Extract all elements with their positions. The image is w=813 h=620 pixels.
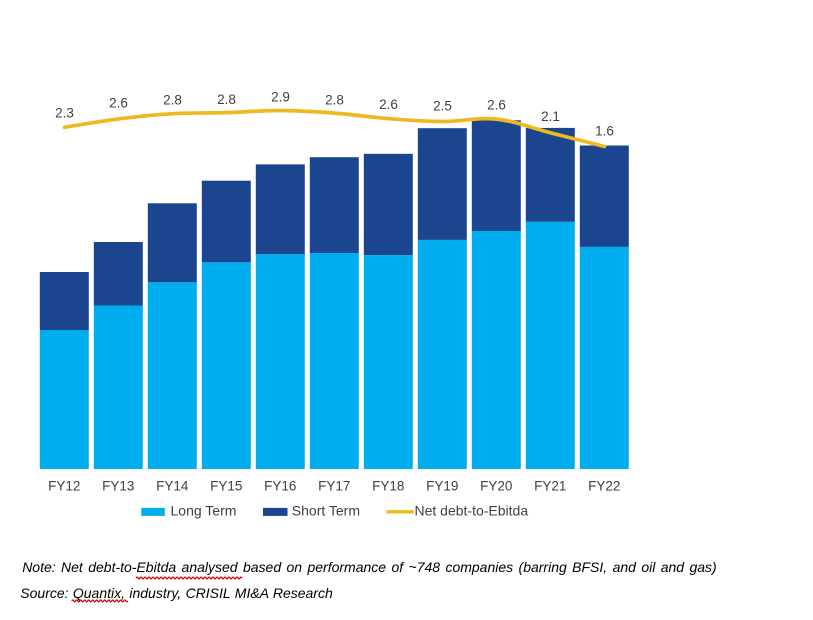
svg-text:2.8: 2.8 <box>163 93 182 108</box>
svg-text:FY12: FY12 <box>48 479 80 494</box>
svg-text:FY15: FY15 <box>210 479 242 494</box>
svg-text:Net debt-to-Ebitda: Net debt-to-Ebitda <box>415 503 529 519</box>
svg-text:2.6: 2.6 <box>379 97 398 112</box>
svg-text:2.9: 2.9 <box>271 90 290 105</box>
svg-text:1.6: 1.6 <box>595 124 614 139</box>
svg-text:FY17: FY17 <box>318 479 350 494</box>
svg-text:2.8: 2.8 <box>217 92 236 107</box>
svg-text:FY19: FY19 <box>426 479 458 494</box>
svg-text:FY18: FY18 <box>372 479 404 494</box>
svg-text:2.6: 2.6 <box>487 97 506 112</box>
svg-text:FY20: FY20 <box>480 479 512 494</box>
svg-text:Note: Net debt-to-Ebitda analy: Note: Net debt-to-Ebitda analysed based … <box>22 559 717 575</box>
svg-text:FY16: FY16 <box>264 479 296 494</box>
svg-text:FY14: FY14 <box>156 479 189 494</box>
svg-text:Source: Quantix, industry, CRI: Source: Quantix, industry, CRISIL MI&A R… <box>20 585 333 601</box>
svg-text:FY13: FY13 <box>102 479 134 494</box>
svg-text:2.5: 2.5 <box>433 99 452 114</box>
svg-text:2.3: 2.3 <box>55 106 74 121</box>
svg-text:Long Term: Long Term <box>171 503 237 519</box>
svg-text:2.6: 2.6 <box>109 96 128 111</box>
svg-text:FY22: FY22 <box>588 479 620 494</box>
svg-text:FY21: FY21 <box>534 479 566 494</box>
svg-text:2.8: 2.8 <box>325 92 344 107</box>
svg-text:2.1: 2.1 <box>541 109 560 124</box>
svg-text:Short Term: Short Term <box>292 503 360 519</box>
